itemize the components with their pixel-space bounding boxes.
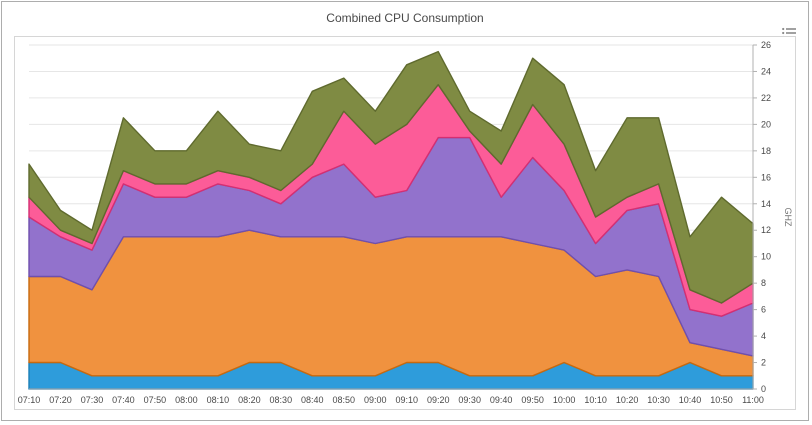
- svg-text:07:20: 07:20: [49, 395, 72, 405]
- svg-text:09:20: 09:20: [427, 395, 450, 405]
- svg-text:07:30: 07:30: [81, 395, 104, 405]
- svg-text:26: 26: [761, 40, 771, 50]
- svg-text:14: 14: [761, 199, 771, 209]
- svg-text:10:40: 10:40: [679, 395, 702, 405]
- svg-text:4: 4: [761, 331, 766, 341]
- svg-text:18: 18: [761, 146, 771, 156]
- svg-text:08:50: 08:50: [333, 395, 356, 405]
- svg-text:8: 8: [761, 278, 766, 288]
- svg-text:10:50: 10:50: [710, 395, 733, 405]
- svg-text:10:30: 10:30: [647, 395, 670, 405]
- svg-text:09:30: 09:30: [458, 395, 481, 405]
- svg-text:09:50: 09:50: [521, 395, 544, 405]
- svg-text:6: 6: [761, 305, 766, 315]
- svg-text:08:10: 08:10: [207, 395, 230, 405]
- svg-text:22: 22: [761, 93, 771, 103]
- svg-text:08:40: 08:40: [301, 395, 324, 405]
- svg-text:08:30: 08:30: [270, 395, 293, 405]
- svg-text:0: 0: [761, 384, 766, 394]
- svg-text:10:00: 10:00: [553, 395, 576, 405]
- svg-text:16: 16: [761, 172, 771, 182]
- svg-text:11:00: 11:00: [742, 395, 764, 405]
- svg-text:07:40: 07:40: [112, 395, 135, 405]
- svg-text:09:00: 09:00: [364, 395, 387, 405]
- svg-text:12: 12: [761, 225, 771, 235]
- svg-text:07:10: 07:10: [18, 395, 41, 405]
- svg-text:24: 24: [761, 66, 771, 76]
- svg-text:20: 20: [761, 119, 771, 129]
- svg-text:10:20: 10:20: [616, 395, 639, 405]
- chart-title: Combined CPU Consumption: [326, 11, 484, 25]
- svg-text:10: 10: [761, 252, 771, 262]
- svg-text:09:40: 09:40: [490, 395, 513, 405]
- svg-text:10:10: 10:10: [584, 395, 607, 405]
- svg-text:07:50: 07:50: [144, 395, 167, 405]
- svg-text:08:00: 08:00: [175, 395, 198, 405]
- svg-text:2: 2: [761, 358, 766, 368]
- svg-text:GHZ: GHZ: [783, 208, 793, 228]
- svg-text:08:20: 08:20: [238, 395, 261, 405]
- chart-panel: 0 2 4 6 8 10 12 14 16 18 20 22 24 26 07:10 07:20 07:30 07…: [14, 36, 796, 410]
- svg-text:09:10: 09:10: [395, 395, 418, 405]
